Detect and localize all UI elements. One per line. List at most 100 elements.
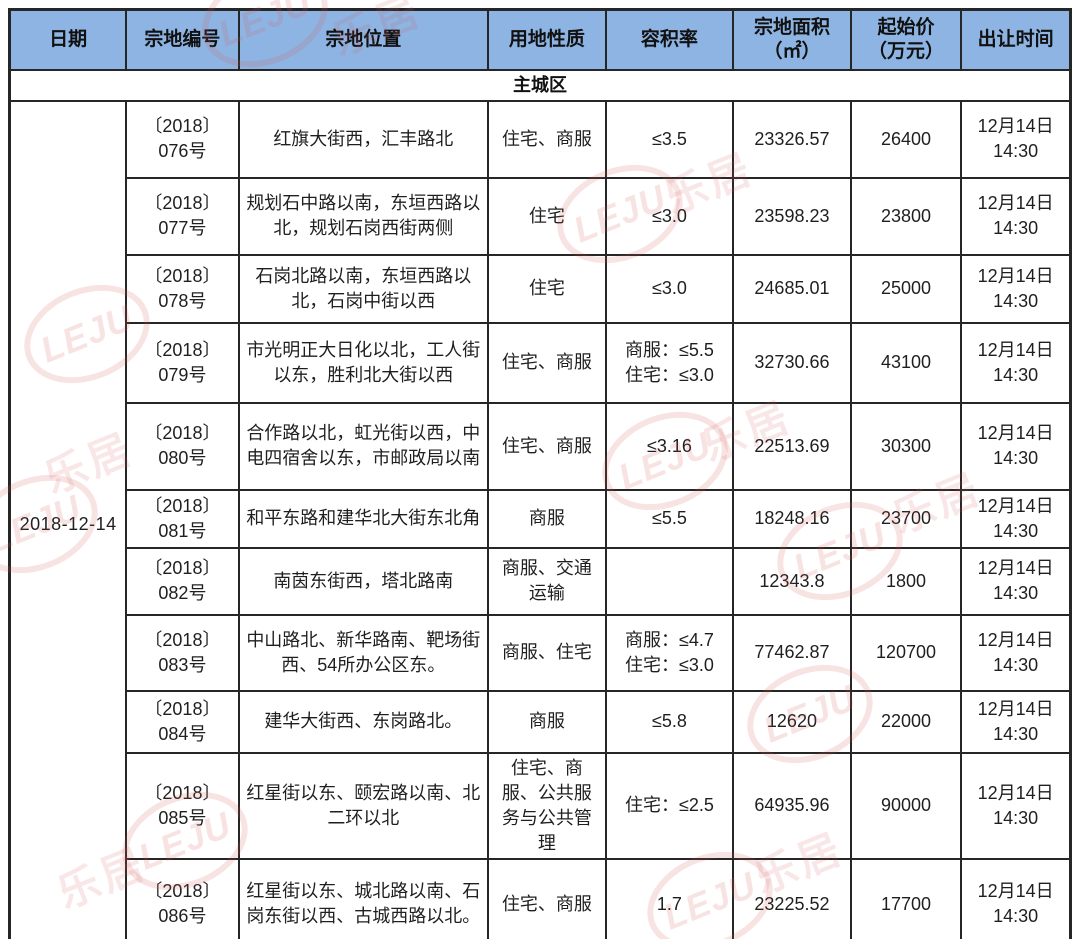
plot-ratio-cell: ≤3.5 (604, 99, 735, 179)
transfer-time-cell: 12月14日 14:30 (960, 488, 1072, 549)
header-land-use: 用地性质 (486, 8, 607, 71)
table-row: 〔2018〕 082号 南茵东街西，塔北路南 商服、交通运输 12343.8 1… (10, 546, 1072, 616)
land-use-cell: 住宅、商服、公共服务与公共管理 (486, 751, 607, 861)
parcel-number-cell: 〔2018〕 083号 (125, 613, 240, 692)
starting-price-cell: 90000 (849, 751, 963, 861)
section-row: 主城区 (8, 68, 1072, 102)
header-plot-ratio: 容积率 (604, 8, 735, 71)
plot-ratio-cell: 商服：≤4.7 住宅：≤3.0 (604, 613, 735, 692)
land-use-cell: 住宅、商服 (486, 858, 607, 939)
transfer-time-cell: 12月14日 14:30 (960, 321, 1072, 404)
plot-ratio-cell: ≤5.8 (604, 689, 735, 754)
date-cell: 2018-12-14 (8, 99, 128, 939)
header-parcel-location: 宗地位置 (237, 8, 489, 71)
table-row: 〔2018〕 084号 建华大街西、东岗路北。 商服 ≤5.8 12620 22… (10, 689, 1072, 754)
table-header: 日期 宗地编号 宗地位置 用地性质 容积率 宗地面积 （㎡） 起始价 （万元） … (8, 8, 1072, 71)
table-body: 主城区 2018-12-14 〔2018〕 076号 红旗大街西，汇丰路北 住宅、… (8, 68, 1072, 939)
table-row: 〔2018〕 078号 石岗北路以南，东垣西路以北，石岗中街以西 住宅 ≤3.0… (10, 253, 1072, 324)
plot-ratio-cell: ≤3.0 (604, 253, 735, 324)
parcel-area-cell: 12620 (732, 689, 852, 754)
parcel-location-cell: 红星街以东、颐宏路以南、北二环以北 (237, 751, 489, 861)
parcel-area-cell: 23225.52 (732, 858, 852, 939)
land-use-cell: 住宅 (486, 176, 607, 256)
table-row: 〔2018〕 083号 中山路北、新华路南、靶场街西、54所办公区东。 商服、住… (10, 613, 1072, 692)
parcel-number-cell: 〔2018〕 085号 (125, 751, 240, 861)
plot-ratio-cell: 商服：≤5.5 住宅：≤3.0 (604, 321, 735, 404)
transfer-time-cell: 12月14日 14:30 (960, 99, 1072, 179)
parcel-location-cell: 建华大街西、东岗路北。 (237, 689, 489, 754)
starting-price-cell: 23800 (849, 176, 963, 256)
transfer-time-cell: 12月14日 14:30 (960, 613, 1072, 692)
parcel-location-cell: 石岗北路以南，东垣西路以北，石岗中街以西 (237, 253, 489, 324)
header-parcel-area: 宗地面积 （㎡） (732, 8, 852, 71)
parcel-location-cell: 中山路北、新华路南、靶场街西、54所办公区东。 (237, 613, 489, 692)
header-date: 日期 (8, 8, 128, 71)
plot-ratio-cell (604, 546, 735, 616)
parcel-area-cell: 23598.23 (732, 176, 852, 256)
starting-price-cell: 43100 (849, 321, 963, 404)
table-row: 〔2018〕 079号 市光明正大日化以北，工人街以东，胜利北大街以西 住宅、商… (10, 321, 1072, 404)
table-row: 〔2018〕 080号 合作路以北，虹光街以西，中电四宿舍以东，市邮政局以南 住… (10, 401, 1072, 491)
transfer-time-cell: 12月14日 14:30 (960, 176, 1072, 256)
parcel-number-cell: 〔2018〕 081号 (125, 488, 240, 549)
land-use-cell: 住宅、商服 (486, 321, 607, 404)
parcel-number-cell: 〔2018〕 084号 (125, 689, 240, 754)
header-parcel-number: 宗地编号 (125, 8, 240, 71)
plot-ratio-cell: ≤3.0 (604, 176, 735, 256)
table-row: 〔2018〕 081号 和平东路和建华北大街东北角 商服 ≤5.5 18248.… (10, 488, 1072, 549)
starting-price-cell: 30300 (849, 401, 963, 491)
table-row: 〔2018〕 085号 红星街以东、颐宏路以南、北二环以北 住宅、商服、公共服务… (10, 751, 1072, 861)
land-use-cell: 商服、交通运输 (486, 546, 607, 616)
parcel-area-cell: 32730.66 (732, 321, 852, 404)
land-use-cell: 住宅、商服 (486, 99, 607, 179)
parcel-number-cell: 〔2018〕 080号 (125, 401, 240, 491)
parcel-number-cell: 〔2018〕 078号 (125, 253, 240, 324)
parcel-area-cell: 77462.87 (732, 613, 852, 692)
starting-price-cell: 22000 (849, 689, 963, 754)
parcel-area-cell: 18248.16 (732, 488, 852, 549)
parcel-location-cell: 红星街以东、城北路以南、石岗东街以西、古城西路以北。 (237, 858, 489, 939)
header-transfer-time: 出让时间 (960, 8, 1072, 71)
plot-ratio-cell: 1.7 (604, 858, 735, 939)
starting-price-cell: 26400 (849, 99, 963, 179)
plot-ratio-cell: ≤5.5 (604, 488, 735, 549)
header-starting-price: 起始价 （万元） (849, 8, 963, 71)
plot-ratio-cell: 住宅：≤2.5 (604, 751, 735, 861)
parcel-number-cell: 〔2018〕 076号 (125, 99, 240, 179)
land-use-cell: 商服 (486, 689, 607, 754)
section-label: 主城区 (8, 68, 1072, 102)
table-row: 2018-12-14 〔2018〕 076号 红旗大街西，汇丰路北 住宅、商服 ≤… (8, 99, 1072, 939)
land-auction-table: 日期 宗地编号 宗地位置 用地性质 容积率 宗地面积 （㎡） 起始价 （万元） … (8, 8, 1072, 939)
starting-price-cell: 23700 (849, 488, 963, 549)
starting-price-cell: 25000 (849, 253, 963, 324)
parcel-location-cell: 规划石中路以南，东垣西路以北，规划石岗西街两侧 (237, 176, 489, 256)
land-use-cell: 商服、住宅 (486, 613, 607, 692)
transfer-time-cell: 12月14日 14:30 (960, 401, 1072, 491)
starting-price-cell: 120700 (849, 613, 963, 692)
starting-price-cell: 17700 (849, 858, 963, 939)
parcel-area-cell: 24685.01 (732, 253, 852, 324)
parcel-location-cell: 市光明正大日化以北，工人街以东，胜利北大街以西 (237, 321, 489, 404)
parcel-area-cell: 12343.8 (732, 546, 852, 616)
parcel-area-cell: 64935.96 (732, 751, 852, 861)
parcel-location-cell: 合作路以北，虹光街以西，中电四宿舍以东，市邮政局以南 (237, 401, 489, 491)
parcel-location-cell: 和平东路和建华北大街东北角 (237, 488, 489, 549)
plot-ratio-cell: ≤3.16 (604, 401, 735, 491)
parcel-area-cell: 23326.57 (732, 99, 852, 179)
header-row: 日期 宗地编号 宗地位置 用地性质 容积率 宗地面积 （㎡） 起始价 （万元） … (8, 8, 1072, 71)
parcel-location-cell: 南茵东街西，塔北路南 (237, 546, 489, 616)
transfer-time-cell: 12月14日 14:30 (960, 858, 1072, 939)
parcel-location-cell: 红旗大街西，汇丰路北 (237, 99, 489, 179)
table-row: 〔2018〕 086号 红星街以东、城北路以南、石岗东街以西、古城西路以北。 住… (10, 858, 1072, 939)
land-use-cell: 住宅 (486, 253, 607, 324)
transfer-time-cell: 12月14日 14:30 (960, 546, 1072, 616)
transfer-time-cell: 12月14日 14:30 (960, 689, 1072, 754)
table-row: 〔2018〕 077号 规划石中路以南，东垣西路以北，规划石岗西街两侧 住宅 ≤… (10, 176, 1072, 256)
transfer-time-cell: 12月14日 14:30 (960, 253, 1072, 324)
parcel-number-cell: 〔2018〕 079号 (125, 321, 240, 404)
parcel-area-cell: 22513.69 (732, 401, 852, 491)
starting-price-cell: 1800 (849, 546, 963, 616)
parcel-number-cell: 〔2018〕 082号 (125, 546, 240, 616)
land-use-cell: 住宅、商服 (486, 401, 607, 491)
